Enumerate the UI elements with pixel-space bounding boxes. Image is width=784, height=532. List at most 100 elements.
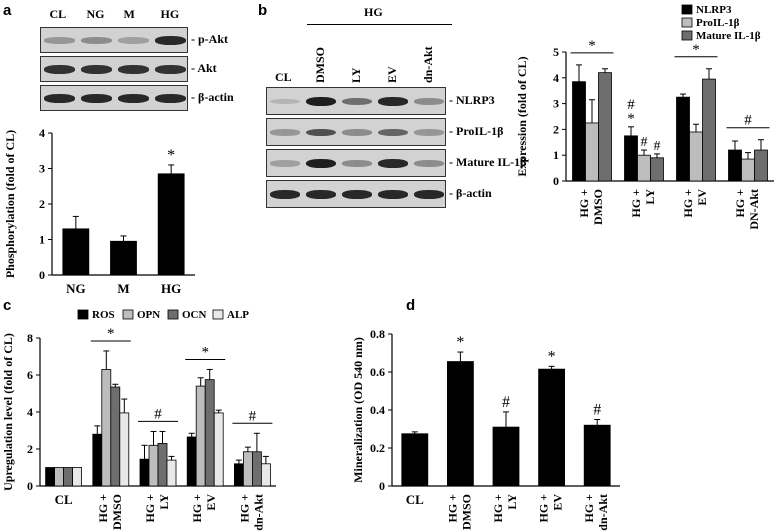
blot-band xyxy=(118,37,149,44)
y-tick-label: 0.8 xyxy=(370,327,385,341)
y-tick-label: 6 xyxy=(27,368,33,382)
blot-band xyxy=(155,36,186,45)
bar xyxy=(157,173,185,276)
bar xyxy=(650,157,664,182)
bar xyxy=(148,444,159,487)
blot-strip-p-akt xyxy=(40,27,188,53)
x-tick-label: HG + xyxy=(681,189,695,218)
x-tick-label: HG + xyxy=(629,189,643,218)
bar xyxy=(492,426,520,487)
significance-mark: # xyxy=(744,113,752,129)
blot-band xyxy=(81,94,112,103)
x-tick-label: HG + xyxy=(491,494,505,523)
bar xyxy=(213,412,224,487)
lane-label-hg: HG xyxy=(160,7,180,21)
blot-label-nlrp3: - NLRP3 xyxy=(449,93,495,107)
x-tick-label: DMSO xyxy=(591,189,605,225)
x-tick-label: HG + xyxy=(143,494,157,523)
x-tick-label: HG + xyxy=(577,189,591,218)
y-tick-label: 4 xyxy=(553,71,559,85)
bar xyxy=(195,385,206,487)
x-tick-label: M xyxy=(117,281,129,295)
bar xyxy=(62,228,90,276)
y-tick-label: 1 xyxy=(553,148,559,162)
bar xyxy=(702,78,716,182)
y-tick-label: 0.4 xyxy=(370,403,385,417)
significance-mark: * xyxy=(107,326,115,342)
panel-label-a: a xyxy=(3,2,12,19)
significance-mark: * xyxy=(456,334,464,351)
x-tick-label: CL xyxy=(406,492,424,507)
bar xyxy=(186,436,197,487)
y-tick-label: 8 xyxy=(27,331,33,345)
y-tick-label: 0 xyxy=(39,268,45,282)
y-tick-label: 0.6 xyxy=(370,365,385,379)
blot-strip-actin xyxy=(40,85,188,111)
lane-label-ng: NG xyxy=(86,7,105,21)
lane-label-ev: EV xyxy=(385,66,399,83)
bar xyxy=(110,240,137,276)
x-tick-label: LY xyxy=(643,189,657,205)
x-tick-label: EV xyxy=(204,494,218,511)
blot-band xyxy=(414,160,444,167)
legend-label: OCN xyxy=(182,309,207,321)
blot-strip-akt xyxy=(40,56,188,82)
y-axis-label: Upregulation level (fold of CL) xyxy=(1,333,15,491)
bar xyxy=(204,379,215,487)
y-axis-label: Expression (fold of CL) xyxy=(515,56,529,176)
bar xyxy=(157,443,168,487)
blot-band xyxy=(155,65,186,74)
bar xyxy=(54,467,64,487)
significance-mark: # xyxy=(627,97,635,113)
bar xyxy=(538,368,566,487)
blot-band xyxy=(81,37,112,44)
legend-swatch xyxy=(681,17,693,28)
blot-band xyxy=(378,97,408,106)
y-tick-label: 3 xyxy=(39,162,45,176)
legend-label: OPN xyxy=(137,309,160,321)
x-tick-label: DMSO xyxy=(459,494,473,530)
bar xyxy=(260,463,271,487)
blot-band xyxy=(44,94,75,103)
significance-mark: # xyxy=(641,135,648,150)
significance-mark: * xyxy=(548,348,556,365)
significance-mark: * xyxy=(167,147,175,164)
blot-label-mature-il-1: - Mature IL-1β xyxy=(449,155,527,169)
legend-swatch xyxy=(212,309,224,320)
bar xyxy=(401,433,429,487)
bar xyxy=(676,96,690,182)
bar xyxy=(741,158,755,182)
y-tick-label: 0.2 xyxy=(370,441,385,455)
lane-label-ly: LY xyxy=(349,67,363,83)
y-tick-label: 2 xyxy=(553,122,559,136)
x-tick-label: LY xyxy=(157,494,171,510)
blot-band xyxy=(306,159,336,168)
blot-band xyxy=(414,98,444,105)
hg-group-label: HG xyxy=(364,5,383,19)
y-tick-label: 4 xyxy=(27,405,33,419)
bar xyxy=(139,458,150,487)
lane-label-m: M xyxy=(123,7,135,21)
blot-band xyxy=(270,98,300,105)
legend-label: ALP xyxy=(227,309,249,321)
blot-band xyxy=(81,65,112,74)
blot-band xyxy=(118,65,149,74)
blot-band xyxy=(378,128,408,137)
bar xyxy=(637,154,651,182)
chart-d-mineralization: 0 0.2 0.4 0.6 0.8 Mineralization (OD 540 nm) C… xyxy=(351,327,620,531)
blot-band xyxy=(378,159,408,168)
legend-swatch xyxy=(681,4,693,15)
legend-label: Mature IL-1β xyxy=(696,30,761,42)
y-tick-label: 2 xyxy=(27,442,33,456)
lane-label-dn-akt: dn-Akt xyxy=(421,46,435,83)
blot-band xyxy=(414,129,444,136)
y-axis-label: Mineralization (OD 540 nm) xyxy=(351,337,365,483)
blot-band xyxy=(378,190,408,199)
significance-mark: * xyxy=(692,42,700,58)
hg-group-line xyxy=(307,24,452,25)
x-tick-label: HG + xyxy=(237,494,251,523)
x-tick-label: LY xyxy=(505,494,519,510)
bar xyxy=(689,131,703,182)
bar xyxy=(728,149,742,182)
